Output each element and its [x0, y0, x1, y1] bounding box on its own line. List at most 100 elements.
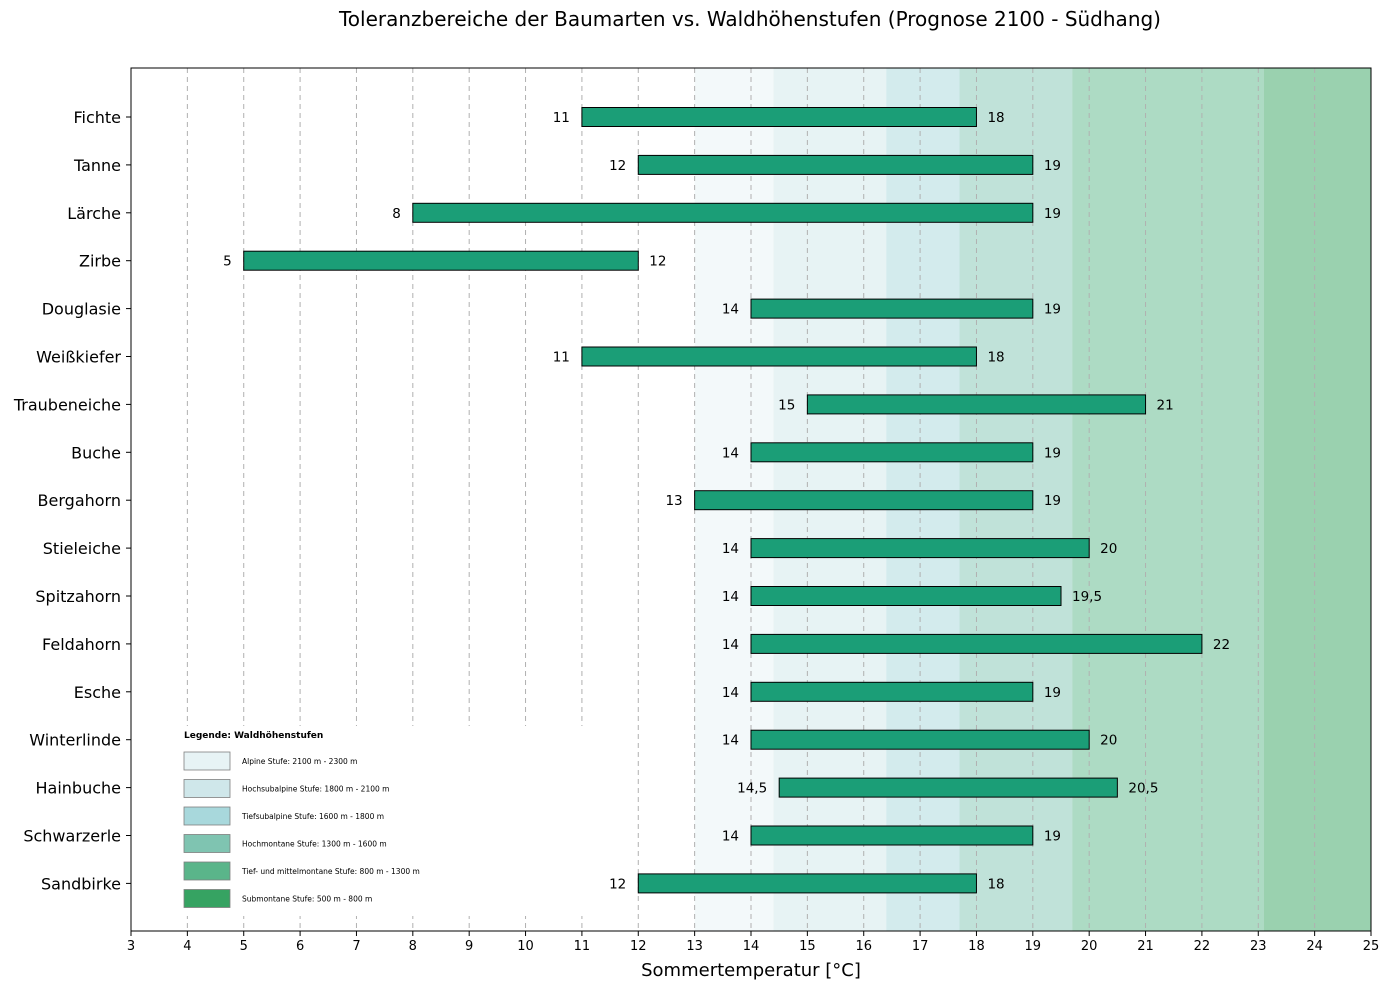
max-label: 19 [1044, 685, 1061, 701]
y-tick-label: Douglasie [42, 300, 121, 319]
x-axis: 3 4 5 6 7 8 9 10 11 12 13 14 15 16 17 18 19 20 21 22 23 24 25 [127, 931, 1379, 954]
max-label: 19,5 [1072, 589, 1102, 605]
min-label: 13 [665, 493, 682, 509]
bar-sandbirke [637, 873, 977, 894]
x-tick-label: 4 [183, 939, 191, 954]
legend-label: Tiefsubalpine Stufe: 1600 m - 1800 m [241, 812, 384, 821]
bar-hainbuche [778, 777, 1118, 798]
legend-label: Hochmontane Stufe: 1300 m - 1600 m [242, 840, 387, 849]
legend-label: Submontane Stufe: 500 m - 800 m [242, 895, 372, 904]
legend-box [176, 726, 596, 916]
min-label: 8 [392, 206, 401, 222]
x-tick-label: 8 [409, 939, 417, 954]
min-label: 14,5 [737, 781, 767, 797]
min-label: 12 [609, 876, 626, 892]
bar-lärche [412, 202, 1034, 223]
y-tick-label: Sandbirke [41, 874, 121, 893]
bar-stieleiche [750, 538, 1090, 559]
max-label: 19 [1044, 829, 1061, 845]
min-label: 5 [223, 254, 232, 270]
x-tick-label: 5 [240, 939, 248, 954]
x-tick-label: 14 [743, 939, 760, 954]
x-axis-label: Sommertemperatur [°C] [641, 960, 861, 981]
y-axis: Fichte Tanne Lärche Zirbe Douglasie Weißkiefe… [13, 108, 131, 893]
bar-weißkiefer [581, 346, 977, 367]
legend-swatch [183, 861, 231, 881]
bar-buche [750, 442, 1034, 463]
x-tick-label: 7 [352, 939, 360, 954]
min-label: 11 [553, 110, 570, 126]
max-label: 18 [987, 110, 1004, 126]
x-tick-label: 13 [686, 939, 703, 954]
y-tick-label: Feldahorn [42, 635, 121, 654]
y-tick-label: Lärche [67, 204, 121, 223]
x-tick-label: 9 [465, 939, 473, 954]
y-tick-label: Stieleiche [43, 539, 121, 558]
x-tick-label: 18 [968, 939, 985, 954]
max-label: 22 [1213, 637, 1230, 653]
x-tick-label: 21 [1137, 939, 1154, 954]
max-label: 20,5 [1128, 781, 1158, 797]
x-tick-label: 10 [517, 939, 534, 954]
max-label: 21 [1157, 397, 1174, 413]
legend-label: Tief- und mittelmontane Stufe: 800 m - 1… [241, 867, 420, 876]
y-tick-label: Zirbe [79, 252, 121, 271]
min-label: 14 [722, 829, 739, 845]
legend-swatch [183, 806, 231, 826]
y-tick-label: Traubeneiche [13, 395, 121, 414]
y-tick-label: Winterlinde [29, 731, 121, 750]
min-label: 11 [553, 350, 570, 366]
bar-tanne [637, 154, 1034, 175]
min-label: 15 [778, 397, 795, 413]
bar-schwarzerle [750, 825, 1034, 846]
max-label: 19 [1044, 445, 1061, 461]
max-label: 18 [987, 876, 1004, 892]
max-label: 19 [1044, 206, 1061, 222]
y-tick-label: Fichte [73, 108, 121, 127]
max-label: 18 [987, 350, 1004, 366]
bar-winterlinde [750, 729, 1090, 750]
y-tick-label: Weißkiefer [36, 348, 121, 367]
legend: Legende: Waldhöhenstufen Alpine Stufe: 21… [176, 726, 596, 916]
max-label: 20 [1100, 733, 1117, 749]
y-tick-label: Tanne [73, 156, 121, 175]
y-tick-label: Hainbuche [36, 779, 122, 798]
legend-swatch [183, 834, 231, 853]
x-tick-label: 15 [799, 939, 816, 954]
max-label: 20 [1100, 541, 1117, 557]
x-tick-label: 17 [912, 939, 929, 954]
x-tick-label: 16 [855, 939, 872, 954]
bar-esche [750, 681, 1034, 702]
y-tick-label: Bergahorn [38, 491, 121, 510]
bar-feldahorn [750, 633, 1203, 654]
max-label: 12 [649, 254, 666, 270]
y-tick-label: Esche [74, 683, 121, 702]
min-label: 14 [722, 445, 739, 461]
legend-label: Hochsubalpine Stufe: 1800 m - 2100 m [242, 785, 389, 794]
min-label: 14 [722, 637, 739, 653]
max-label: 19 [1044, 158, 1061, 174]
zone-band-5 [1263, 68, 1371, 931]
min-label: 12 [609, 158, 626, 174]
y-tick-label: Spitzahorn [35, 587, 121, 606]
x-tick-label: 25 [1363, 939, 1380, 954]
max-label: 19 [1044, 302, 1061, 318]
bar-bergahorn [694, 490, 1034, 511]
zone-band-4 [1072, 68, 1264, 931]
x-tick-label: 20 [1081, 939, 1098, 954]
min-label: 14 [722, 589, 739, 605]
bar-traubeneiche [806, 394, 1147, 415]
chart-title: Toleranzbereiche der Baumarten vs. Waldh… [338, 7, 1161, 31]
y-tick-label: Schwarzerle [23, 827, 121, 846]
x-tick-label: 6 [296, 939, 304, 954]
species-bars: 11 18 12 19 8 19 5 12 14 19 11 18 15 21 14 19 13 19 14 20 14… [223, 107, 1230, 894]
legend-swatch [183, 751, 231, 771]
bar-zirbe [243, 250, 639, 271]
min-label: 14 [722, 541, 739, 557]
x-tick-label: 19 [1025, 939, 1042, 954]
bar-spitzahorn [750, 586, 1062, 606]
legend-title: Legende: Waldhöhenstufen [184, 731, 323, 741]
legend-swatch [183, 779, 231, 798]
max-label: 19 [1044, 493, 1061, 509]
y-tick-label: Buche [71, 443, 121, 462]
